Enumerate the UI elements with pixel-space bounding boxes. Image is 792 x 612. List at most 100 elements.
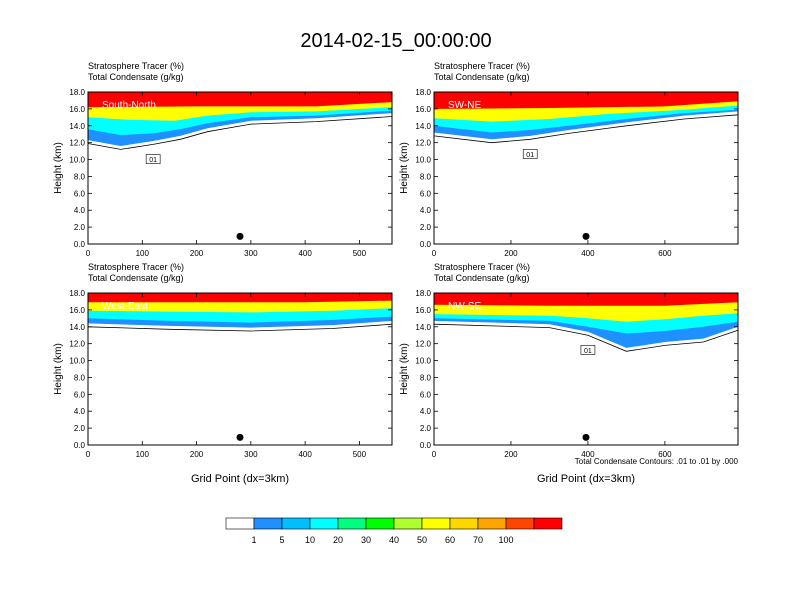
colorbar-swatch: [449, 517, 479, 530]
y-tick-label: 16.0: [69, 306, 85, 315]
panel-title-line: Stratosphere Tracer (%): [88, 262, 184, 272]
section-label: South-North: [102, 100, 156, 111]
y-tick-label: 18.0: [69, 88, 85, 97]
x-tick-label: 400: [581, 249, 595, 258]
colorbar-label: 40: [389, 535, 399, 545]
colorbar-label: 70: [473, 535, 483, 545]
x-tick-label: 500: [353, 450, 367, 459]
colorbar-swatch: [253, 517, 283, 530]
condensate-contour: [433, 114, 739, 144]
y-tick-label: 14.0: [69, 323, 85, 332]
contour-label: 01: [526, 152, 534, 159]
x-tick-label: 300: [244, 249, 258, 258]
x-tick-label: 600: [658, 249, 672, 258]
y-tick-label: 8.0: [420, 172, 432, 181]
y-tick-label: 10.0: [415, 156, 431, 165]
contour-label: 01: [584, 348, 592, 355]
x-tick-label: 600: [658, 450, 672, 459]
x-tick-label: 300: [244, 450, 258, 459]
y-tick-label: 12.0: [415, 139, 431, 148]
y-tick-label: 2.0: [420, 223, 432, 232]
x-tick-label: 400: [298, 249, 312, 258]
colorbar-label: 10: [305, 535, 315, 545]
x-tick-label: 100: [136, 450, 150, 459]
y-tick-label: 16.0: [415, 306, 431, 315]
y-tick-label: 10.0: [69, 357, 85, 366]
colorbar-swatch: [477, 517, 507, 530]
colorbar-swatch: [393, 517, 423, 530]
y-tick-label: 0.0: [74, 441, 86, 450]
colorbar-label: 100: [498, 535, 513, 545]
y-tick-label: 6.0: [74, 189, 86, 198]
condensate-contour: [87, 116, 393, 150]
y-tick-label: 10.0: [415, 357, 431, 366]
contour-label-box: [580, 345, 596, 355]
panel-title-line: Stratosphere Tracer (%): [434, 262, 530, 272]
y-tick-label: 18.0: [415, 88, 431, 97]
panel-west-east: Stratosphere Tracer (%)Total Condensate …: [53, 262, 393, 485]
x-tick-label: 500: [353, 249, 367, 258]
section-label: NW-SE: [448, 301, 481, 312]
x-tick-label: 100: [136, 249, 150, 258]
x-tick-label: 0: [86, 249, 91, 258]
y-tick-label: 8.0: [420, 373, 432, 382]
contour-label-box: [145, 154, 161, 164]
plot-frame: [433, 292, 739, 446]
x-tick-label: 0: [432, 450, 437, 459]
colorbar-swatch: [281, 517, 311, 530]
y-tick-label: 14.0: [415, 122, 431, 131]
x-tick-label: 400: [298, 450, 312, 459]
y-axis-label: Height (km): [399, 142, 410, 194]
y-axis-label: Height (km): [399, 343, 410, 395]
x-tick-label: 200: [190, 450, 204, 459]
y-tick-label: 8.0: [74, 172, 86, 181]
colorbar-swatch: [309, 517, 339, 530]
x-tick-label: 200: [190, 249, 204, 258]
colorbar-swatch: [337, 517, 367, 530]
tracer-layer-100pct: [434, 92, 738, 109]
colorbar-label: 5: [279, 535, 284, 545]
y-tick-label: 0.0: [420, 240, 432, 249]
x-tick-label: 0: [432, 249, 437, 258]
y-tick-label: 2.0: [420, 424, 432, 433]
y-axis-label: Height (km): [53, 142, 64, 194]
y-tick-label: 14.0: [415, 323, 431, 332]
tracer-layer-100pct: [434, 293, 738, 306]
y-tick-label: 4.0: [420, 206, 432, 215]
x-axis-label: Grid Point (dx=3km): [537, 473, 635, 485]
y-tick-label: 4.0: [420, 407, 432, 416]
y-tick-label: 0.0: [420, 441, 432, 450]
condensate-contour: [433, 323, 739, 352]
y-tick-label: 12.0: [69, 139, 85, 148]
y-tick-label: 6.0: [420, 390, 432, 399]
x-tick-label: 0: [86, 450, 91, 459]
colorbar-swatch: [365, 517, 395, 530]
panel-title-line: Total Condensate (g/kg): [88, 72, 184, 82]
y-tick-label: 16.0: [69, 105, 85, 114]
condensate-contour: [87, 323, 393, 332]
contour-label: 01: [149, 157, 157, 164]
panel-south-north: Stratosphere Tracer (%)Total Condensate …: [53, 61, 393, 258]
location-marker: [236, 232, 244, 240]
plot-frame: [433, 91, 739, 245]
y-tick-label: 2.0: [74, 424, 86, 433]
section-label: West-East: [102, 301, 148, 312]
colorbar-label: 50: [417, 535, 427, 545]
colorbar-swatch: [225, 517, 255, 530]
contour-label-box: [522, 149, 538, 159]
colorbar: 1 5 10 20 30 40 50 60 70 100: [225, 517, 563, 545]
x-tick-label: 200: [504, 249, 518, 258]
colorbar-label: 1: [251, 535, 256, 545]
contour-footnote: Total Condensate Contours: .01 to .01 by…: [575, 457, 739, 466]
panel-title-line: Total Condensate (g/kg): [88, 273, 184, 283]
location-marker: [582, 433, 590, 441]
panel-title-line: Total Condensate (g/kg): [434, 72, 530, 82]
colorbar-label: 60: [445, 535, 455, 545]
y-tick-label: 14.0: [69, 122, 85, 131]
y-tick-label: 4.0: [74, 206, 86, 215]
y-tick-label: 10.0: [69, 156, 85, 165]
colorbar-label: 30: [361, 535, 371, 545]
y-tick-label: 12.0: [415, 340, 431, 349]
plot-frame: [87, 292, 393, 446]
